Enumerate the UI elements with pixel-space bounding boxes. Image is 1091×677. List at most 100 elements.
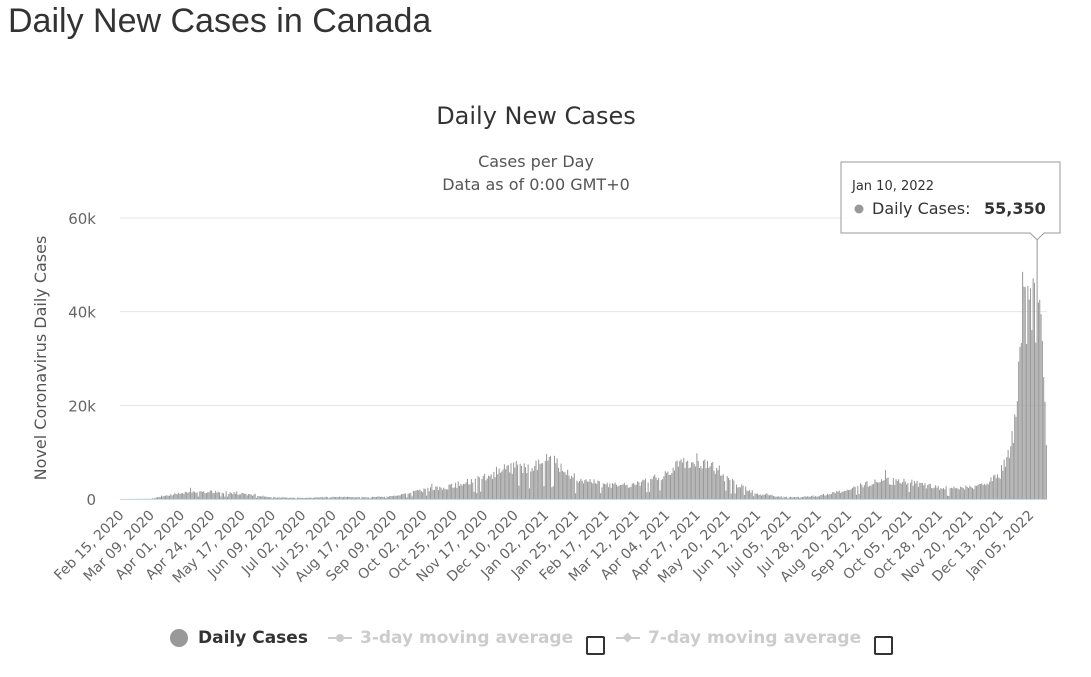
bar[interactable] [342, 497, 345, 499]
bar[interactable] [172, 494, 174, 499]
bar[interactable] [865, 482, 867, 499]
bar[interactable] [257, 496, 259, 499]
bar[interactable] [762, 494, 764, 499]
bar[interactable] [647, 482, 649, 499]
bar[interactable] [801, 496, 803, 499]
bar[interactable] [254, 493, 256, 499]
bar[interactable] [317, 497, 319, 499]
bar[interactable] [306, 497, 308, 499]
bar[interactable] [679, 460, 681, 499]
bar[interactable] [302, 497, 304, 499]
bar[interactable] [290, 497, 292, 499]
bar[interactable] [825, 495, 827, 499]
bar[interactable] [639, 486, 641, 499]
bar[interactable] [168, 495, 170, 499]
bar[interactable] [863, 485, 865, 499]
bar[interactable] [547, 460, 549, 499]
bar[interactable] [641, 481, 643, 499]
bar[interactable] [935, 485, 937, 499]
bar[interactable] [609, 483, 611, 499]
bar[interactable] [828, 494, 830, 499]
bar[interactable] [712, 461, 714, 499]
bar[interactable] [782, 498, 784, 499]
bar[interactable] [412, 490, 414, 499]
bar[interactable] [469, 484, 471, 500]
bar[interactable] [999, 478, 1001, 499]
bar[interactable] [224, 496, 226, 499]
bar[interactable] [779, 496, 781, 499]
bar[interactable] [633, 483, 635, 499]
bar[interactable] [900, 483, 902, 499]
bar[interactable] [186, 492, 188, 499]
bar[interactable] [919, 482, 921, 499]
bar[interactable] [300, 497, 302, 499]
bar[interactable] [602, 483, 604, 499]
bar[interactable] [167, 495, 169, 499]
bar[interactable] [634, 484, 636, 499]
bar[interactable] [476, 492, 478, 499]
bar[interactable] [394, 495, 396, 499]
bar[interactable] [226, 496, 228, 499]
bar[interactable] [522, 472, 524, 499]
bar[interactable] [966, 486, 968, 499]
bar[interactable] [307, 497, 309, 499]
bar[interactable] [464, 483, 466, 499]
bar[interactable] [1040, 314, 1042, 499]
bar[interactable] [420, 491, 422, 499]
bar[interactable] [731, 478, 734, 499]
bar[interactable] [958, 489, 960, 499]
bar[interactable] [975, 486, 977, 499]
bar[interactable] [399, 495, 401, 499]
bar[interactable] [1019, 346, 1021, 499]
bar[interactable] [321, 497, 323, 499]
bar[interactable] [361, 496, 363, 499]
bar[interactable] [804, 496, 806, 499]
bar[interactable] [617, 486, 619, 499]
bar[interactable] [513, 462, 515, 499]
bar[interactable] [1045, 445, 1047, 499]
legend-item-7-day-ma[interactable]: 7-day moving average [616, 628, 861, 648]
bar[interactable] [275, 497, 277, 499]
bar[interactable] [949, 488, 951, 499]
bar[interactable] [726, 476, 728, 499]
bar[interactable] [717, 470, 719, 499]
bar[interactable] [642, 479, 644, 499]
bar[interactable] [228, 493, 230, 499]
bar[interactable] [548, 457, 550, 499]
bar[interactable] [960, 486, 962, 499]
bar[interactable] [579, 481, 581, 499]
bar[interactable] [895, 479, 897, 499]
bar[interactable] [848, 490, 850, 499]
bar[interactable] [907, 483, 909, 499]
bar[interactable] [335, 496, 337, 499]
bar[interactable] [551, 487, 553, 499]
bar[interactable] [857, 486, 859, 499]
bar[interactable] [538, 459, 540, 500]
bar[interactable] [749, 489, 751, 499]
bar[interactable] [704, 459, 706, 499]
bar[interactable] [506, 465, 508, 499]
bar[interactable] [626, 484, 628, 499]
bar[interactable] [706, 460, 708, 499]
bar[interactable] [193, 491, 196, 499]
bar[interactable] [873, 484, 875, 499]
bar[interactable] [925, 488, 927, 499]
bar[interactable] [700, 465, 702, 499]
bar[interactable] [244, 493, 246, 499]
bar[interactable] [527, 464, 529, 499]
bar[interactable] [232, 494, 234, 499]
bar[interactable] [474, 478, 476, 499]
bar[interactable] [348, 496, 350, 499]
bar[interactable] [737, 487, 739, 499]
bar[interactable] [722, 474, 724, 499]
bar[interactable] [274, 497, 276, 499]
bar[interactable] [655, 477, 657, 499]
bar[interactable] [615, 484, 617, 499]
bar[interactable] [792, 497, 794, 499]
bar[interactable] [273, 497, 275, 499]
bar[interactable] [461, 485, 463, 499]
bar[interactable] [439, 486, 441, 499]
bar[interactable] [788, 497, 790, 499]
data-series-daily-cases[interactable] [120, 239, 1047, 500]
bar[interactable] [292, 497, 294, 499]
